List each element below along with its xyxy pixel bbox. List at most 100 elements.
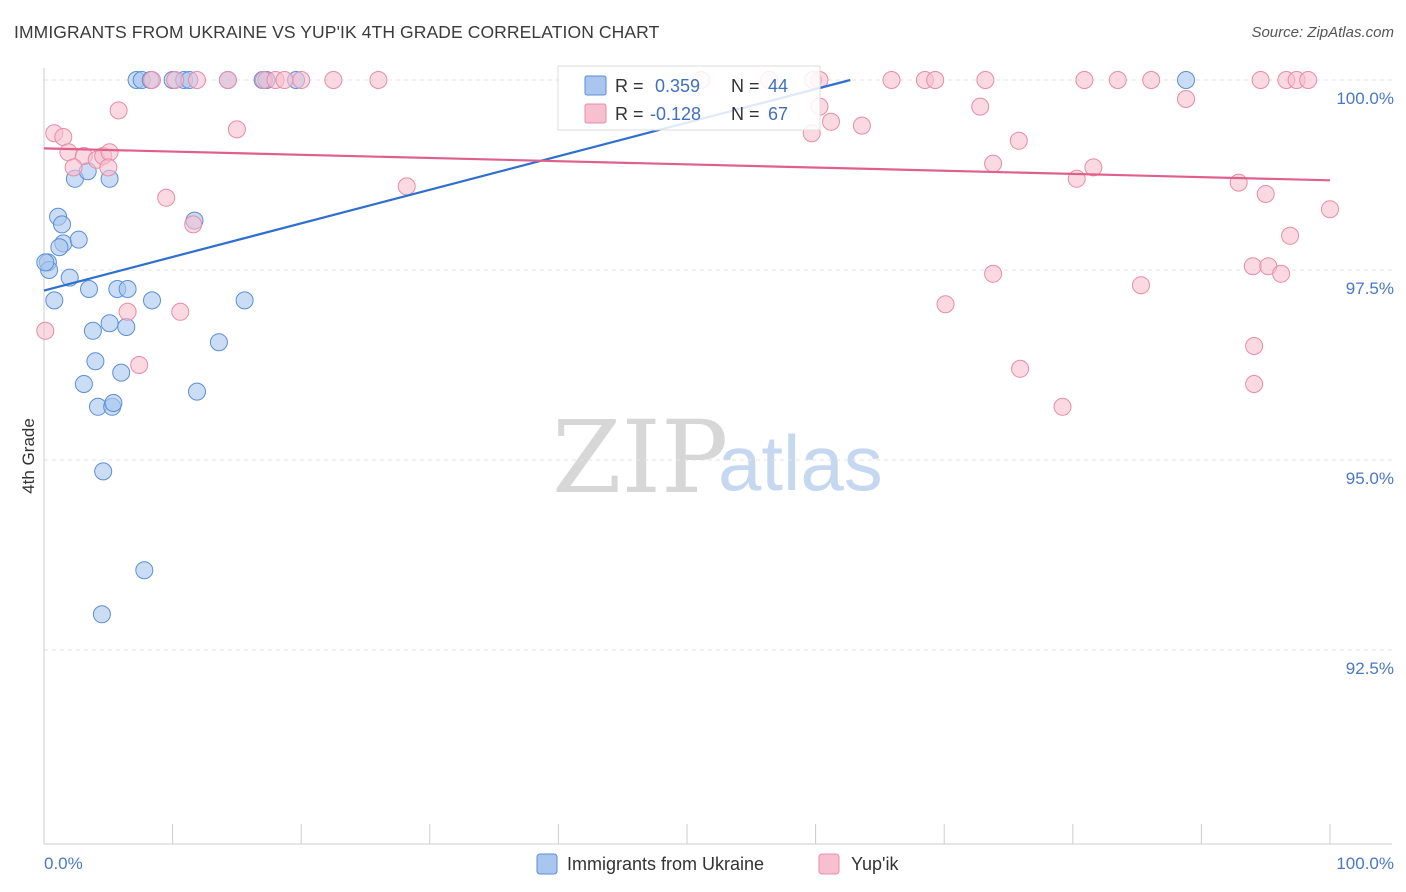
y-tick-label: 100.0%: [1336, 89, 1394, 108]
point-ukraine: [135, 561, 154, 580]
point-ukraine: [209, 333, 228, 352]
point-yupik: [1245, 337, 1264, 355]
y-axis-label: 4th Grade: [19, 418, 38, 494]
y-tick-labels: 100.0% 97.5% 95.0% 92.5%: [1336, 89, 1394, 678]
point-ukraine: [112, 363, 131, 382]
y-tick-label: 92.5%: [1346, 659, 1394, 678]
chart-title: IMMIGRANTS FROM UKRAINE VS YUP'IK 4TH GR…: [14, 22, 660, 42]
point-yupik: [1321, 200, 1339, 219]
watermark-zip: ZIP: [552, 399, 728, 516]
point-ukraine: [50, 238, 69, 257]
point-yupik: [118, 302, 137, 321]
point-yupik: [324, 71, 343, 89]
y-tick-label: 97.5%: [1346, 279, 1394, 298]
legend-r-value-ukraine: 0.359: [655, 76, 700, 96]
point-yupik: [1281, 226, 1300, 245]
point-yupik: [1132, 276, 1150, 295]
legend-n-value-ukraine: 44: [768, 76, 788, 96]
point-yupik: [109, 101, 128, 120]
x-tick-label-min: 0.0%: [44, 854, 83, 873]
point-yupik: [1251, 71, 1270, 89]
point-ukraine: [69, 230, 88, 249]
point-ukraine: [36, 253, 55, 272]
point-ukraine: [235, 291, 254, 310]
point-ukraine: [86, 352, 105, 371]
watermark-atlas: atlas: [718, 419, 883, 507]
x-tick-label-max: 100.0%: [1336, 854, 1394, 873]
point-yupik: [984, 264, 1003, 283]
point-ukraine: [94, 462, 113, 481]
legend-n-value-yupik: 67: [768, 104, 788, 124]
point-yupik: [1243, 257, 1262, 276]
bottom-legend-label-ukraine: Immigrants from Ukraine: [567, 854, 764, 874]
point-ukraine: [118, 280, 137, 298]
legend-n-label-ukraine: N =: [731, 76, 760, 96]
point-yupik: [1084, 158, 1103, 177]
point-yupik: [130, 356, 149, 374]
bottom-legend-label-yupik: Yup'ik: [851, 854, 899, 874]
point-yupik: [218, 71, 237, 89]
legend-swatch-yupik: [584, 103, 607, 124]
watermark: ZIP atlas: [552, 399, 883, 516]
point-yupik: [984, 154, 1003, 173]
point-yupik: [1229, 173, 1248, 192]
point-yupik: [1009, 131, 1028, 150]
point-yupik: [369, 71, 388, 89]
bottom-legend-swatch-yupik: [818, 853, 840, 875]
point-yupik: [1011, 359, 1030, 378]
point-ukraine: [143, 291, 161, 310]
point-yupik: [397, 177, 416, 196]
point-yupik: [936, 295, 955, 314]
source-credit: Source: ZipAtlas.com: [1251, 24, 1394, 41]
point-yupik: [227, 120, 246, 139]
point-ukraine: [92, 605, 111, 624]
point-yupik: [166, 71, 185, 89]
point-yupik: [275, 71, 294, 89]
legend-r-label-yupik: R =: [615, 104, 644, 124]
point-ukraine: [83, 321, 102, 340]
legend-swatch-ukraine: [584, 75, 607, 96]
bottom-legend: Immigrants from Ukraine Yup'ik: [536, 853, 899, 875]
point-ukraine: [188, 382, 206, 401]
point-yupik: [976, 71, 995, 89]
point-yupik: [971, 97, 990, 116]
legend-n-label-yupik: N =: [731, 104, 760, 124]
point-ukraine: [53, 215, 71, 234]
point-yupik: [1142, 71, 1161, 89]
bottom-legend-swatch-ukraine: [536, 853, 558, 875]
point-yupik: [882, 71, 901, 89]
point-ukraine: [45, 291, 64, 310]
point-yupik: [292, 71, 311, 89]
point-yupik: [64, 158, 83, 177]
point-yupik: [99, 158, 118, 177]
point-yupik: [143, 71, 161, 89]
point-ukraine: [74, 375, 93, 393]
point-yupik: [171, 302, 190, 321]
point-yupik: [1075, 71, 1094, 89]
point-yupik: [36, 321, 55, 340]
point-yupik: [100, 143, 119, 162]
legend-r-label-ukraine: R =: [615, 76, 644, 96]
point-yupik: [1256, 185, 1275, 203]
axes: [43, 68, 1392, 845]
point-yupik: [184, 215, 203, 234]
point-yupik: [54, 128, 73, 146]
legend-box: R = 0.359 N = 44 R = -0.128 N = 67: [557, 65, 821, 131]
point-ukraine: [100, 314, 119, 333]
point-yupik: [852, 116, 871, 135]
point-yupik: [1245, 375, 1264, 393]
point-ukraine: [1177, 71, 1195, 89]
data-points: [36, 71, 1339, 624]
point-yupik: [157, 188, 176, 207]
point-yupik: [1299, 71, 1318, 89]
point-yupik: [926, 71, 945, 89]
point-yupik: [1108, 71, 1127, 89]
point-yupik: [188, 71, 206, 89]
point-yupik: [1177, 90, 1195, 108]
y-tick-label: 95.0%: [1346, 469, 1394, 488]
point-ukraine: [104, 394, 123, 412]
point-ukraine: [80, 280, 98, 298]
point-yupik: [822, 112, 840, 131]
point-yupik: [59, 143, 78, 162]
